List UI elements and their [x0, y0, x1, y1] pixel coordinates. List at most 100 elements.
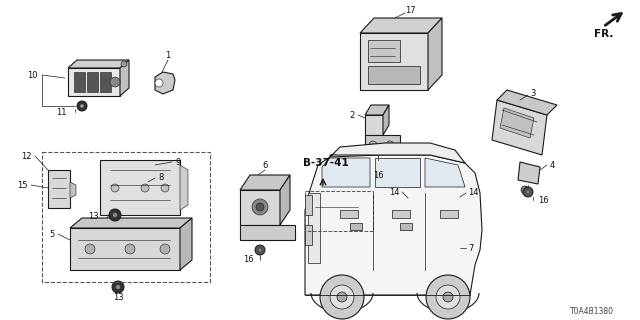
Polygon shape [70, 218, 192, 228]
Polygon shape [360, 18, 442, 33]
Circle shape [80, 104, 84, 108]
Text: 7: 7 [468, 244, 474, 252]
Circle shape [111, 184, 119, 192]
Polygon shape [240, 225, 295, 240]
Circle shape [161, 184, 169, 192]
Text: 12: 12 [22, 151, 32, 161]
Polygon shape [180, 218, 192, 270]
Circle shape [386, 141, 394, 149]
Polygon shape [180, 165, 188, 210]
Circle shape [113, 212, 118, 218]
Circle shape [443, 292, 453, 302]
Text: 10: 10 [28, 70, 38, 79]
Bar [368, 66, 420, 84]
Circle shape [452, 226, 460, 234]
Circle shape [376, 163, 380, 167]
Circle shape [330, 285, 354, 309]
Polygon shape [383, 105, 389, 135]
Text: 13: 13 [113, 293, 124, 302]
Circle shape [373, 160, 383, 170]
Circle shape [521, 186, 529, 194]
Polygon shape [415, 238, 460, 253]
Circle shape [155, 79, 163, 87]
Polygon shape [330, 143, 465, 163]
Circle shape [258, 248, 262, 252]
Polygon shape [315, 198, 358, 218]
Circle shape [125, 244, 135, 254]
Bar [350, 223, 362, 230]
Polygon shape [497, 90, 557, 115]
Circle shape [526, 190, 530, 194]
Polygon shape [305, 195, 312, 215]
Polygon shape [70, 228, 180, 270]
Polygon shape [74, 72, 85, 92]
Polygon shape [446, 195, 466, 225]
Text: FR.: FR. [594, 29, 613, 39]
Polygon shape [365, 105, 389, 115]
Polygon shape [428, 18, 442, 90]
Polygon shape [460, 238, 473, 263]
Polygon shape [365, 115, 383, 135]
Circle shape [426, 275, 470, 319]
Text: 16: 16 [243, 255, 253, 265]
Polygon shape [280, 175, 290, 225]
Bar [400, 223, 412, 230]
Circle shape [109, 209, 121, 221]
Polygon shape [375, 158, 420, 187]
Polygon shape [68, 68, 120, 96]
Bar [392, 210, 410, 218]
Text: 8: 8 [158, 172, 163, 181]
Text: 16: 16 [538, 196, 548, 204]
Polygon shape [155, 72, 175, 94]
Circle shape [112, 281, 124, 293]
Polygon shape [425, 158, 465, 187]
Circle shape [320, 275, 364, 319]
Circle shape [121, 61, 127, 67]
Polygon shape [360, 33, 428, 90]
Bar [42, 152, 210, 282]
Polygon shape [68, 60, 129, 68]
Polygon shape [406, 198, 426, 228]
Circle shape [77, 101, 87, 111]
Polygon shape [305, 155, 482, 295]
Circle shape [436, 285, 460, 309]
Text: 16: 16 [372, 171, 383, 180]
Polygon shape [120, 60, 129, 96]
Circle shape [412, 229, 420, 237]
Circle shape [523, 187, 533, 197]
Circle shape [141, 184, 149, 192]
Polygon shape [240, 175, 290, 190]
Bar [368, 40, 400, 62]
Text: 6: 6 [262, 161, 268, 170]
Text: 5: 5 [50, 229, 55, 238]
Circle shape [337, 292, 347, 302]
Polygon shape [500, 108, 534, 138]
Circle shape [160, 244, 170, 254]
Text: 17: 17 [404, 5, 415, 14]
Bar [305, 191, 373, 231]
Circle shape [110, 77, 120, 87]
Text: T0A4B1380: T0A4B1380 [570, 308, 614, 316]
Polygon shape [100, 160, 180, 215]
Circle shape [369, 141, 377, 149]
Polygon shape [100, 72, 111, 92]
Circle shape [85, 244, 95, 254]
Polygon shape [305, 225, 312, 245]
Text: 1: 1 [165, 51, 171, 60]
Text: 11: 11 [56, 108, 67, 116]
Circle shape [256, 203, 264, 211]
Polygon shape [492, 100, 547, 155]
Bar [440, 210, 458, 218]
Circle shape [255, 245, 265, 255]
Text: 14: 14 [390, 188, 400, 196]
Text: B-37-41: B-37-41 [303, 158, 349, 168]
Text: 2: 2 [349, 110, 355, 119]
Circle shape [115, 284, 120, 290]
Circle shape [252, 199, 268, 215]
Text: 14: 14 [468, 188, 479, 196]
Polygon shape [240, 190, 280, 225]
Polygon shape [87, 72, 98, 92]
Polygon shape [518, 162, 540, 184]
Polygon shape [365, 135, 400, 155]
Text: 4: 4 [550, 161, 556, 170]
